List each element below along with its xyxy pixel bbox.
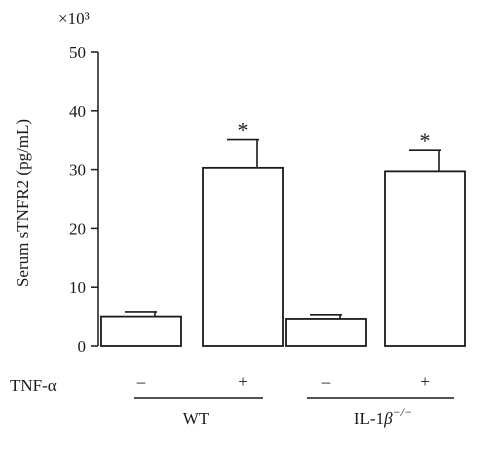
y-multiplier-label: ×10³ <box>58 9 90 28</box>
bar <box>100 315 182 347</box>
y-axis-title: Serum sTNFR2 (pg/mL) <box>13 119 32 287</box>
condition-label: + <box>420 372 430 391</box>
condition-label: – <box>321 372 331 391</box>
condition-label: + <box>238 372 248 391</box>
bar <box>384 170 466 347</box>
significance-marker: * <box>238 118 249 143</box>
y-tick-label: 30 <box>69 161 86 180</box>
significance-marker: * <box>420 128 431 153</box>
y-tick-label: 0 <box>78 337 87 356</box>
condition-row-label: TNF-α <box>10 376 57 395</box>
y-tick-label: 40 <box>69 102 86 121</box>
bar <box>202 166 284 347</box>
y-tick-label: 10 <box>69 278 86 297</box>
group-label-il1b-sup: −/− <box>393 405 413 419</box>
y-tick-label: 20 <box>69 219 86 238</box>
group-label-il1b: IL-1β−/− <box>354 405 412 428</box>
condition-label: – <box>136 372 146 391</box>
group-label-il1b-italic: β <box>383 409 393 428</box>
group-label-wt: WT <box>183 409 210 428</box>
group-label-il1b-base: IL-1 <box>354 409 384 428</box>
bar <box>285 318 367 347</box>
y-tick-label: 50 <box>69 43 86 62</box>
